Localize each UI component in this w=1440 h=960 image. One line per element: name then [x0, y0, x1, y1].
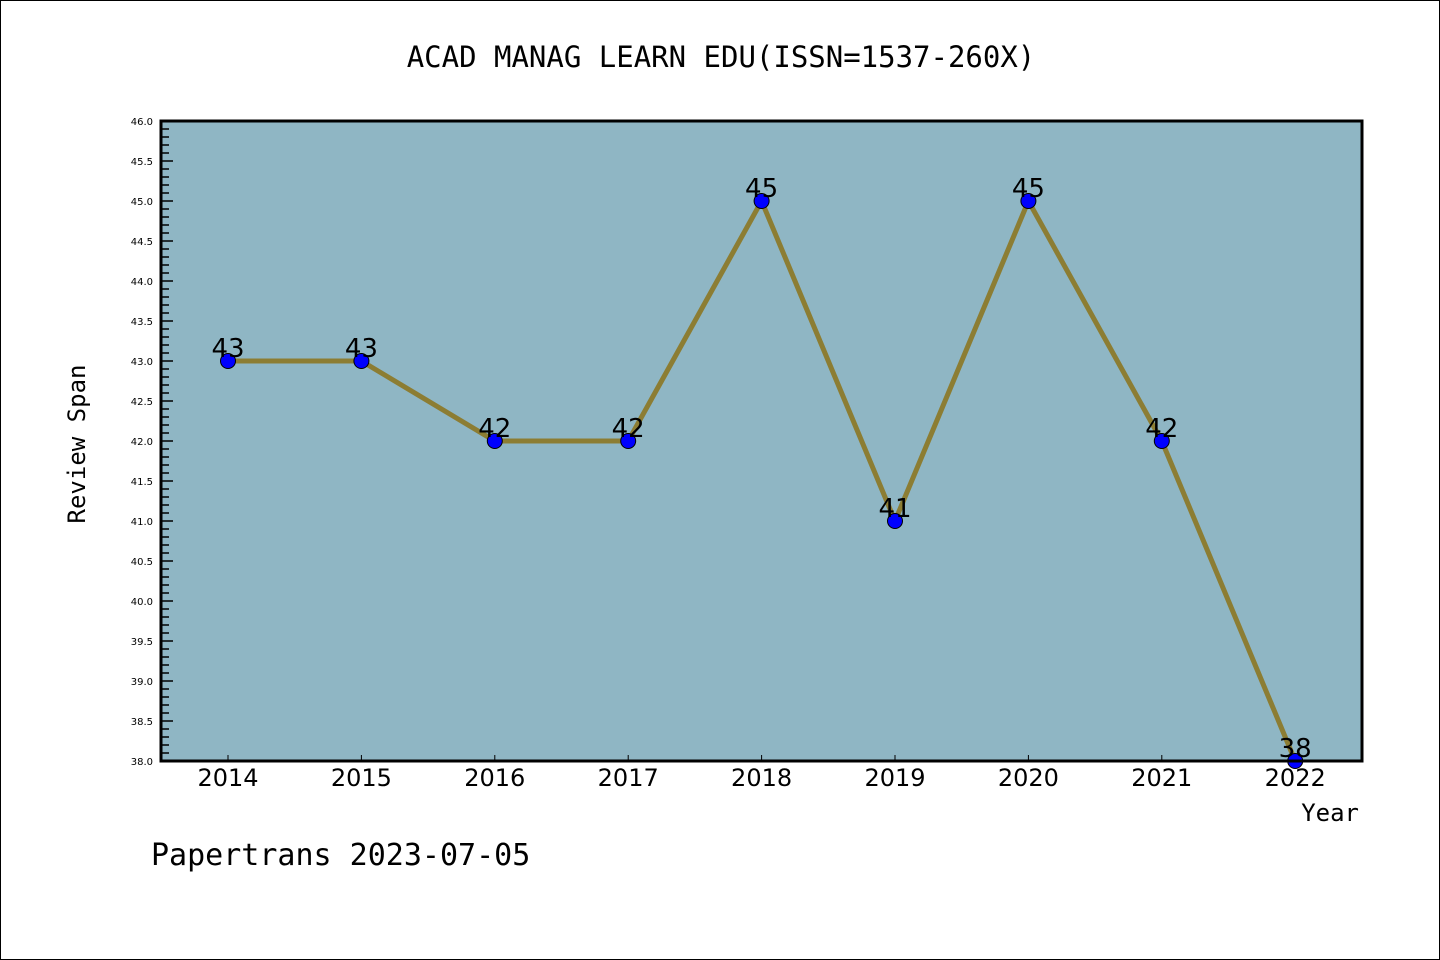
data-label: 42 — [478, 414, 511, 444]
data-label: 41 — [878, 494, 911, 524]
y-tick-label: 46.0 — [131, 117, 153, 128]
data-point — [220, 353, 236, 369]
plot-area — [161, 121, 1362, 761]
y-tick-label: 44.5 — [131, 237, 153, 248]
data-point — [753, 193, 770, 209]
x-tick-label: 2017 — [598, 764, 659, 792]
y-tick-label: 38.0 — [131, 757, 153, 768]
y-tick-label: 45.0 — [131, 197, 153, 208]
y-tick-label: 43.0 — [131, 357, 153, 368]
plot-frame — [159, 119, 1364, 763]
x-tick-label: 2018 — [731, 764, 792, 792]
y-tick-label: 42.0 — [131, 437, 153, 448]
data-point — [353, 353, 370, 369]
data-point — [1020, 193, 1037, 209]
data-label: 42 — [612, 414, 645, 444]
x-axis-label: Year — [1301, 799, 1359, 827]
y-tick-label: 43.5 — [131, 317, 153, 328]
data-label: 38 — [1279, 734, 1312, 764]
y-tick-label: 39.0 — [131, 677, 153, 688]
y-tick-label: 41.0 — [131, 517, 153, 528]
x-tick-label: 2016 — [464, 764, 525, 792]
y-tick-label: 40.0 — [131, 597, 153, 608]
y-tick-label: 40.5 — [131, 557, 153, 568]
y-tick-label: 38.5 — [131, 717, 153, 728]
x-tick-label: 2020 — [998, 764, 1059, 792]
x-tick-label: 2019 — [864, 764, 925, 792]
x-tick-label: 2014 — [197, 764, 258, 792]
data-label: 42 — [1145, 414, 1178, 444]
data-point — [887, 513, 903, 529]
y-tick-label: 45.5 — [131, 157, 153, 168]
y-tick-label: 42.5 — [131, 397, 153, 408]
x-tick-label: 2021 — [1131, 764, 1192, 792]
y-tick-label: 39.5 — [131, 637, 153, 648]
y-tick-label: 44.0 — [131, 277, 153, 288]
data-point — [1153, 433, 1170, 449]
data-label: 43 — [211, 334, 244, 364]
x-tick-label: 2015 — [331, 764, 392, 792]
data-point — [620, 433, 637, 449]
footer-text: Papertrans 2023-07-05 — [151, 838, 530, 873]
data-point — [486, 433, 503, 449]
chart-title: ACAD MANAG LEARN EDU(ISSN=1537-260X) — [407, 40, 1036, 74]
data-label: 43 — [345, 334, 378, 364]
data-label: 45 — [1012, 174, 1045, 204]
y-axis-label: Review Span — [63, 365, 91, 524]
y-tick-label: 41.5 — [131, 477, 153, 488]
data-label: 45 — [745, 174, 778, 204]
